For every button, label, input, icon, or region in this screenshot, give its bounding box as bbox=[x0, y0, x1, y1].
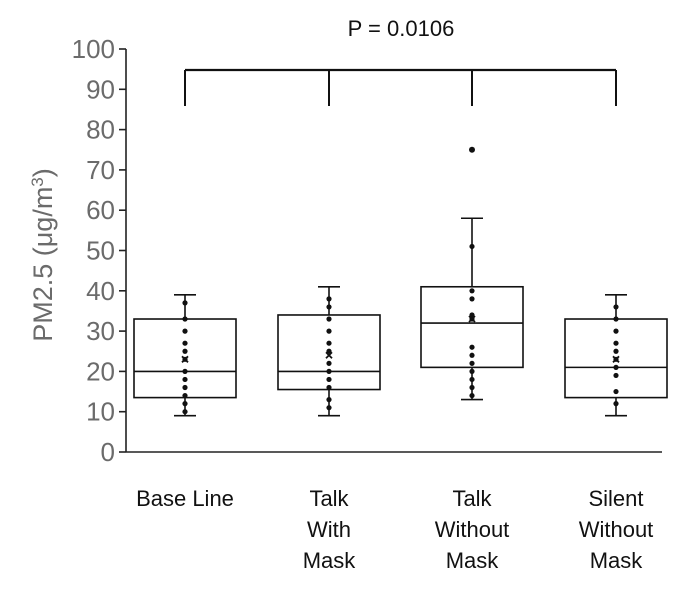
data-point bbox=[326, 405, 332, 411]
x-category-label-line: Mask bbox=[303, 548, 357, 573]
y-axis-label-main: PM2.5 (μg/m bbox=[28, 187, 58, 342]
mean-marker bbox=[181, 355, 189, 363]
x-category-label-line: Mask bbox=[590, 548, 644, 573]
data-point bbox=[182, 300, 188, 306]
data-point bbox=[182, 401, 188, 407]
y-tick-label: 90 bbox=[86, 74, 115, 104]
x-category-label-line: With bbox=[307, 517, 351, 542]
data-point bbox=[326, 397, 332, 403]
data-point bbox=[182, 392, 188, 399]
box-group bbox=[420, 146, 524, 401]
y-axis-label-superscript: 3 bbox=[28, 177, 47, 186]
p-value-label: P = 0.0106 bbox=[348, 16, 455, 41]
data-point bbox=[182, 316, 188, 322]
mean-marker bbox=[468, 315, 476, 323]
y-tick-label: 30 bbox=[86, 316, 115, 346]
box-groups bbox=[133, 146, 668, 417]
data-point bbox=[326, 368, 332, 374]
x-category-label-line: Without bbox=[579, 517, 654, 542]
data-point bbox=[469, 352, 475, 358]
y-axis-label: PM2.5 (μg/m3) bbox=[28, 168, 58, 342]
y-tick-label: 10 bbox=[86, 397, 115, 427]
x-category-label-line: Base Line bbox=[136, 486, 234, 511]
y-tick-label: 20 bbox=[86, 356, 115, 386]
data-point bbox=[469, 360, 475, 366]
data-point bbox=[182, 376, 188, 383]
box-group bbox=[133, 294, 237, 417]
y-tick-label: 70 bbox=[86, 155, 115, 185]
data-point bbox=[613, 372, 619, 379]
mean-marker bbox=[612, 355, 620, 363]
data-point bbox=[182, 348, 188, 354]
data-point bbox=[469, 392, 475, 399]
data-point bbox=[469, 384, 475, 391]
data-point bbox=[326, 304, 332, 310]
data-point bbox=[613, 364, 619, 370]
outlier-point bbox=[469, 146, 475, 153]
data-point bbox=[469, 296, 475, 302]
box-group bbox=[564, 294, 668, 417]
data-point bbox=[469, 288, 475, 294]
data-point bbox=[182, 340, 188, 346]
data-point bbox=[326, 328, 332, 334]
data-point bbox=[326, 296, 332, 302]
x-category-label-line: Without bbox=[435, 517, 510, 542]
data-point bbox=[613, 348, 619, 354]
x-category-label: Talk With Mask bbox=[303, 486, 357, 573]
data-point bbox=[182, 409, 188, 415]
data-point bbox=[613, 304, 619, 310]
box-group bbox=[277, 285, 381, 417]
data-point bbox=[182, 328, 188, 334]
x-category-label-line: Mask bbox=[446, 548, 500, 573]
data-point bbox=[326, 360, 332, 366]
data-point bbox=[326, 340, 332, 346]
y-tick-label: 60 bbox=[86, 195, 115, 225]
data-point bbox=[469, 344, 475, 350]
data-point bbox=[326, 316, 332, 322]
data-point bbox=[469, 243, 475, 250]
x-category-label-line: Silent bbox=[588, 486, 643, 511]
axes bbox=[125, 49, 662, 453]
data-point bbox=[326, 376, 332, 383]
x-category-label-line: Talk bbox=[452, 486, 492, 511]
y-axis-ticks: 0 10 20 30 40 50 60 70 80 90 100 bbox=[72, 34, 126, 467]
data-point bbox=[182, 384, 188, 391]
data-point bbox=[613, 388, 619, 395]
mean-marker bbox=[325, 351, 333, 359]
data-point bbox=[326, 348, 332, 354]
data-point bbox=[613, 316, 619, 322]
data-point bbox=[469, 376, 475, 383]
data-point bbox=[613, 340, 619, 346]
data-point bbox=[182, 368, 188, 374]
data-point bbox=[326, 384, 332, 391]
data-point bbox=[469, 312, 475, 318]
y-tick-label: 40 bbox=[86, 276, 115, 306]
data-point bbox=[613, 328, 619, 334]
data-point bbox=[613, 401, 619, 407]
y-tick-label: 100 bbox=[72, 34, 115, 64]
y-tick-label: 0 bbox=[101, 437, 115, 467]
y-tick-label: 50 bbox=[86, 236, 115, 266]
x-category-label: Base Line bbox=[136, 486, 234, 511]
x-category-label: Talk Without Mask bbox=[435, 486, 510, 573]
x-category-label: Silent Without Mask bbox=[579, 486, 654, 573]
data-point bbox=[469, 368, 475, 374]
y-tick-label: 80 bbox=[86, 115, 115, 145]
x-category-label-line: Talk bbox=[309, 486, 349, 511]
significance-bracket: P = 0.0106 bbox=[184, 16, 617, 106]
y-axis-label-close: ) bbox=[28, 168, 58, 177]
